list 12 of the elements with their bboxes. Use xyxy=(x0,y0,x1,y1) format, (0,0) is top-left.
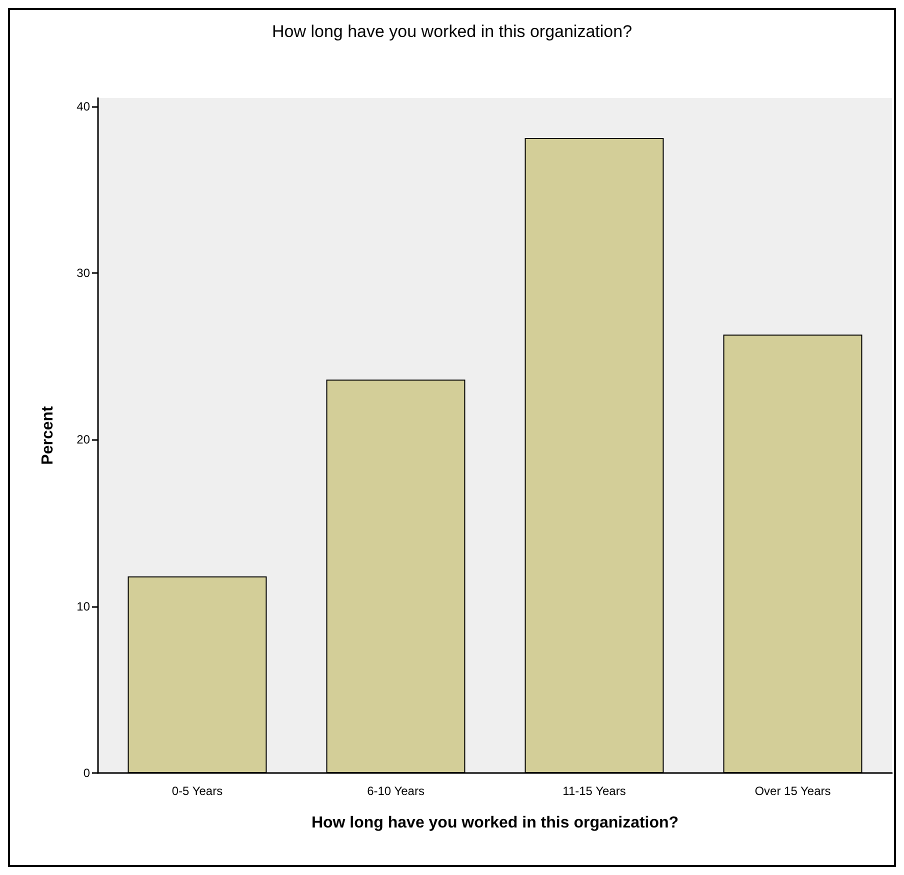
x-tick-label: 0-5 Years xyxy=(172,784,223,798)
y-tick-label: 20 xyxy=(76,432,90,447)
y-tick-label: 40 xyxy=(76,99,90,114)
x-axis-title: How long have you worked in this organization? xyxy=(311,814,679,832)
y-tick-label: 0 xyxy=(83,766,90,780)
chart-title: How long have you worked in this organization? xyxy=(272,22,632,41)
x-tick-label: 11-15 Years xyxy=(562,784,626,798)
y-tick-label: 10 xyxy=(76,599,90,614)
x-tick-label: Over 15 Years xyxy=(754,784,831,798)
x-tick-label: 6-10 Years xyxy=(367,784,424,798)
y-axis-title: Percent xyxy=(40,405,56,465)
y-tick-label: 30 xyxy=(76,266,90,280)
